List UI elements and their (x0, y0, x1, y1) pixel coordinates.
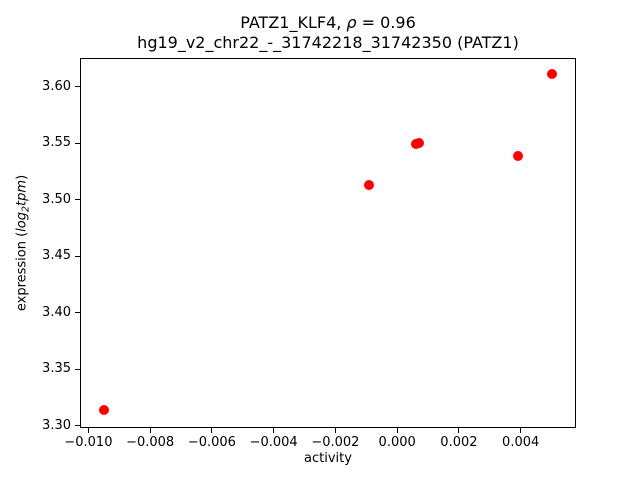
x-tick-label: 0.002 (440, 435, 478, 450)
y-tick-mark (75, 425, 81, 427)
title-rho-symbol: ρ (346, 13, 357, 32)
x-tick-mark (458, 427, 460, 433)
x-axis-label: activity (304, 451, 352, 466)
data-point (512, 150, 523, 161)
y-tick-mark (75, 142, 81, 144)
plot-title-line2: hg19_v2_chr22_-_31742218_31742350 (PATZ1… (137, 32, 519, 52)
x-tick-mark (273, 427, 275, 433)
data-point (98, 405, 109, 416)
y-tick-mark (75, 199, 81, 201)
ylabel-suffix: ) (14, 174, 30, 180)
x-tick-mark (149, 427, 151, 433)
ylabel-log: log (14, 211, 30, 232)
data-point (546, 69, 557, 80)
x-tick-label: −0.004 (249, 435, 298, 450)
x-tick-mark (520, 427, 522, 433)
y-tick-label: 3.45 (42, 248, 71, 264)
y-tick-label: 3.55 (42, 135, 71, 151)
y-tick-label: 3.40 (42, 304, 71, 320)
y-tick-label: 3.35 (42, 361, 71, 377)
x-tick-mark (396, 427, 398, 433)
y-tick-label: 3.30 (42, 417, 71, 433)
x-tick-label: −0.008 (126, 435, 175, 450)
y-tick-mark (75, 368, 81, 370)
x-tick-mark (87, 427, 89, 433)
title-prefix: PATZ1_KLF4, (240, 13, 347, 32)
y-tick-label: 3.60 (42, 78, 71, 94)
ylabel-prefix: expression ( (14, 231, 30, 312)
plot-title: PATZ1_KLF4, ρ = 0.96 hg19_v2_chr22_-_317… (80, 13, 576, 52)
y-tick-mark (75, 312, 81, 314)
axes: −0.010 −0.008 −0.006 −0.004 −0.002 0.000 0.002… (42, 58, 576, 450)
x-tick-mark (334, 427, 336, 433)
x-tick-label: −0.010 (64, 435, 113, 450)
title-correlation-value: = 0.96 (356, 13, 416, 32)
x-tick-label: 0.004 (502, 435, 540, 450)
x-tick-label: −0.006 (187, 435, 236, 450)
data-point (364, 180, 375, 191)
data-point (413, 138, 424, 149)
x-tick-label: −0.002 (311, 435, 360, 450)
x-tick-label: 0.000 (378, 435, 416, 450)
plot-title-line1: PATZ1_KLF4, ρ = 0.96 (80, 13, 576, 33)
y-tick-label: 3.50 (42, 191, 71, 207)
y-tick-mark (75, 86, 81, 88)
x-tick-mark (211, 427, 213, 433)
y-tick-mark (75, 255, 81, 257)
